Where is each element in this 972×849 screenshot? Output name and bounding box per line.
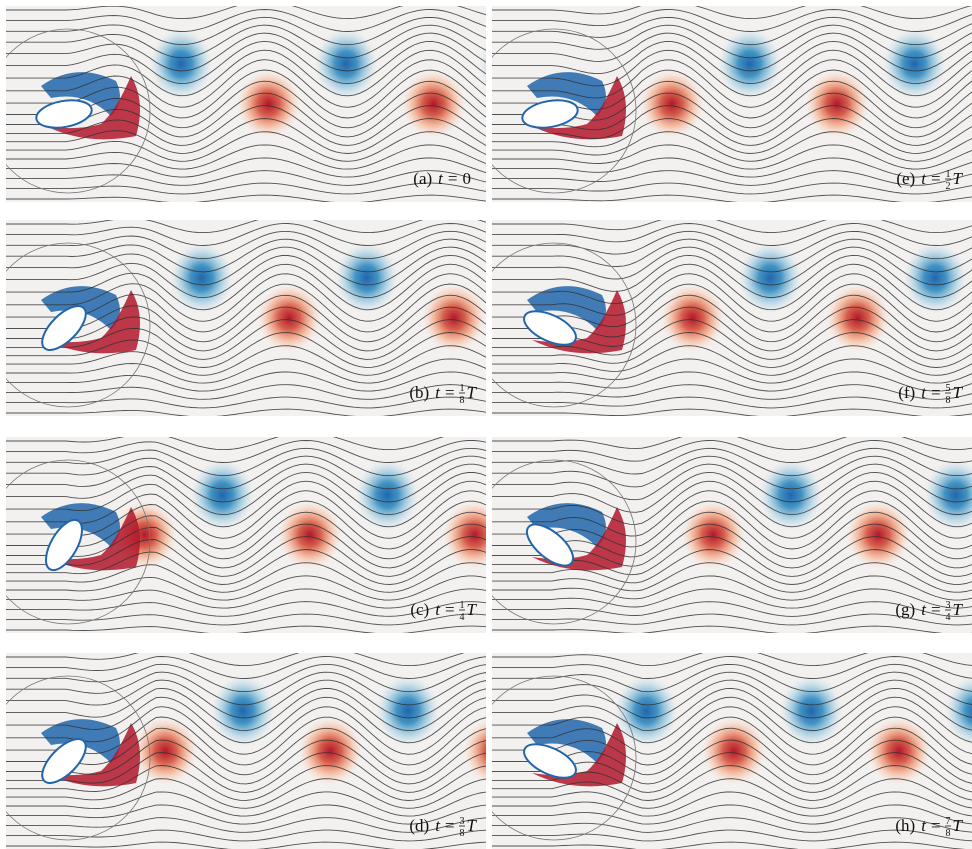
label-text: (f) [898,383,915,402]
vortex-positive [867,717,931,785]
label-text: (b) [409,383,429,402]
vortex-positive [278,501,342,569]
label-text: 0 [463,169,472,188]
fraction-numerator: 3 [460,816,465,827]
figure: (a)t=0(b)t=18T(c)t=14T(d)t=38T(e)t=12T(f… [0,0,972,849]
label-text: (g) [895,600,915,619]
label-text: T [953,816,964,835]
fraction-denominator: 2 [946,181,951,192]
fraction-numerator: 1 [946,169,951,180]
panel: (g)t=34T [472,432,972,634]
label-text: = [445,816,455,835]
label-text: = [931,600,941,619]
vortex-positive [422,284,486,352]
vortex-positive [661,284,725,352]
panel: (f)t=58T [472,215,972,417]
fraction-numerator: 1 [460,383,465,394]
vortex-positive [846,501,910,569]
fraction-denominator: 8 [946,828,951,839]
fraction-numerator: 1 [460,600,465,611]
label-text: = [931,816,941,835]
label-text: T [953,169,964,188]
fraction-denominator: 8 [460,828,465,839]
label-text: = [931,169,941,188]
vortex-positive [298,717,362,785]
label-text: T [467,600,478,619]
fraction-denominator: 4 [460,612,465,623]
panel: (a)t=0 [0,1,543,203]
panel-label: (a)t=0 [413,169,471,188]
label-text: = [445,600,455,619]
vortex-positive [402,70,466,138]
fraction-numerator: 5 [946,383,951,394]
page: (a)t=0(b)t=18T(c)t=14T(d)t=38T(e)t=12T(f… [0,0,972,849]
label-text: (a) [413,169,432,188]
vortex-positive [805,70,869,138]
label-text: T [467,383,478,402]
label-text: (h) [895,816,915,835]
panel: (e)t=12T [472,1,972,203]
label-text: T [467,816,478,835]
label-text: (d) [409,816,429,835]
vortex-positive [681,501,745,569]
fraction-denominator: 8 [460,395,465,406]
label-text: (e) [896,169,915,188]
label-text: = [448,169,458,188]
fraction-numerator: 7 [946,816,951,827]
label-text: = [931,383,941,402]
fraction-denominator: 8 [946,395,951,406]
panel: (c)t=14T [0,432,507,634]
label-text: T [953,383,964,402]
vortex-positive [826,284,890,352]
fraction-denominator: 4 [946,612,951,623]
label-text: (c) [410,600,429,619]
vortex-positive [702,717,766,785]
vortex-positive [257,284,321,352]
vortex-positive [640,70,704,138]
fraction-numerator: 3 [946,600,951,611]
vortex-positive [237,70,301,138]
label-text: T [953,600,964,619]
label-text: = [445,383,455,402]
